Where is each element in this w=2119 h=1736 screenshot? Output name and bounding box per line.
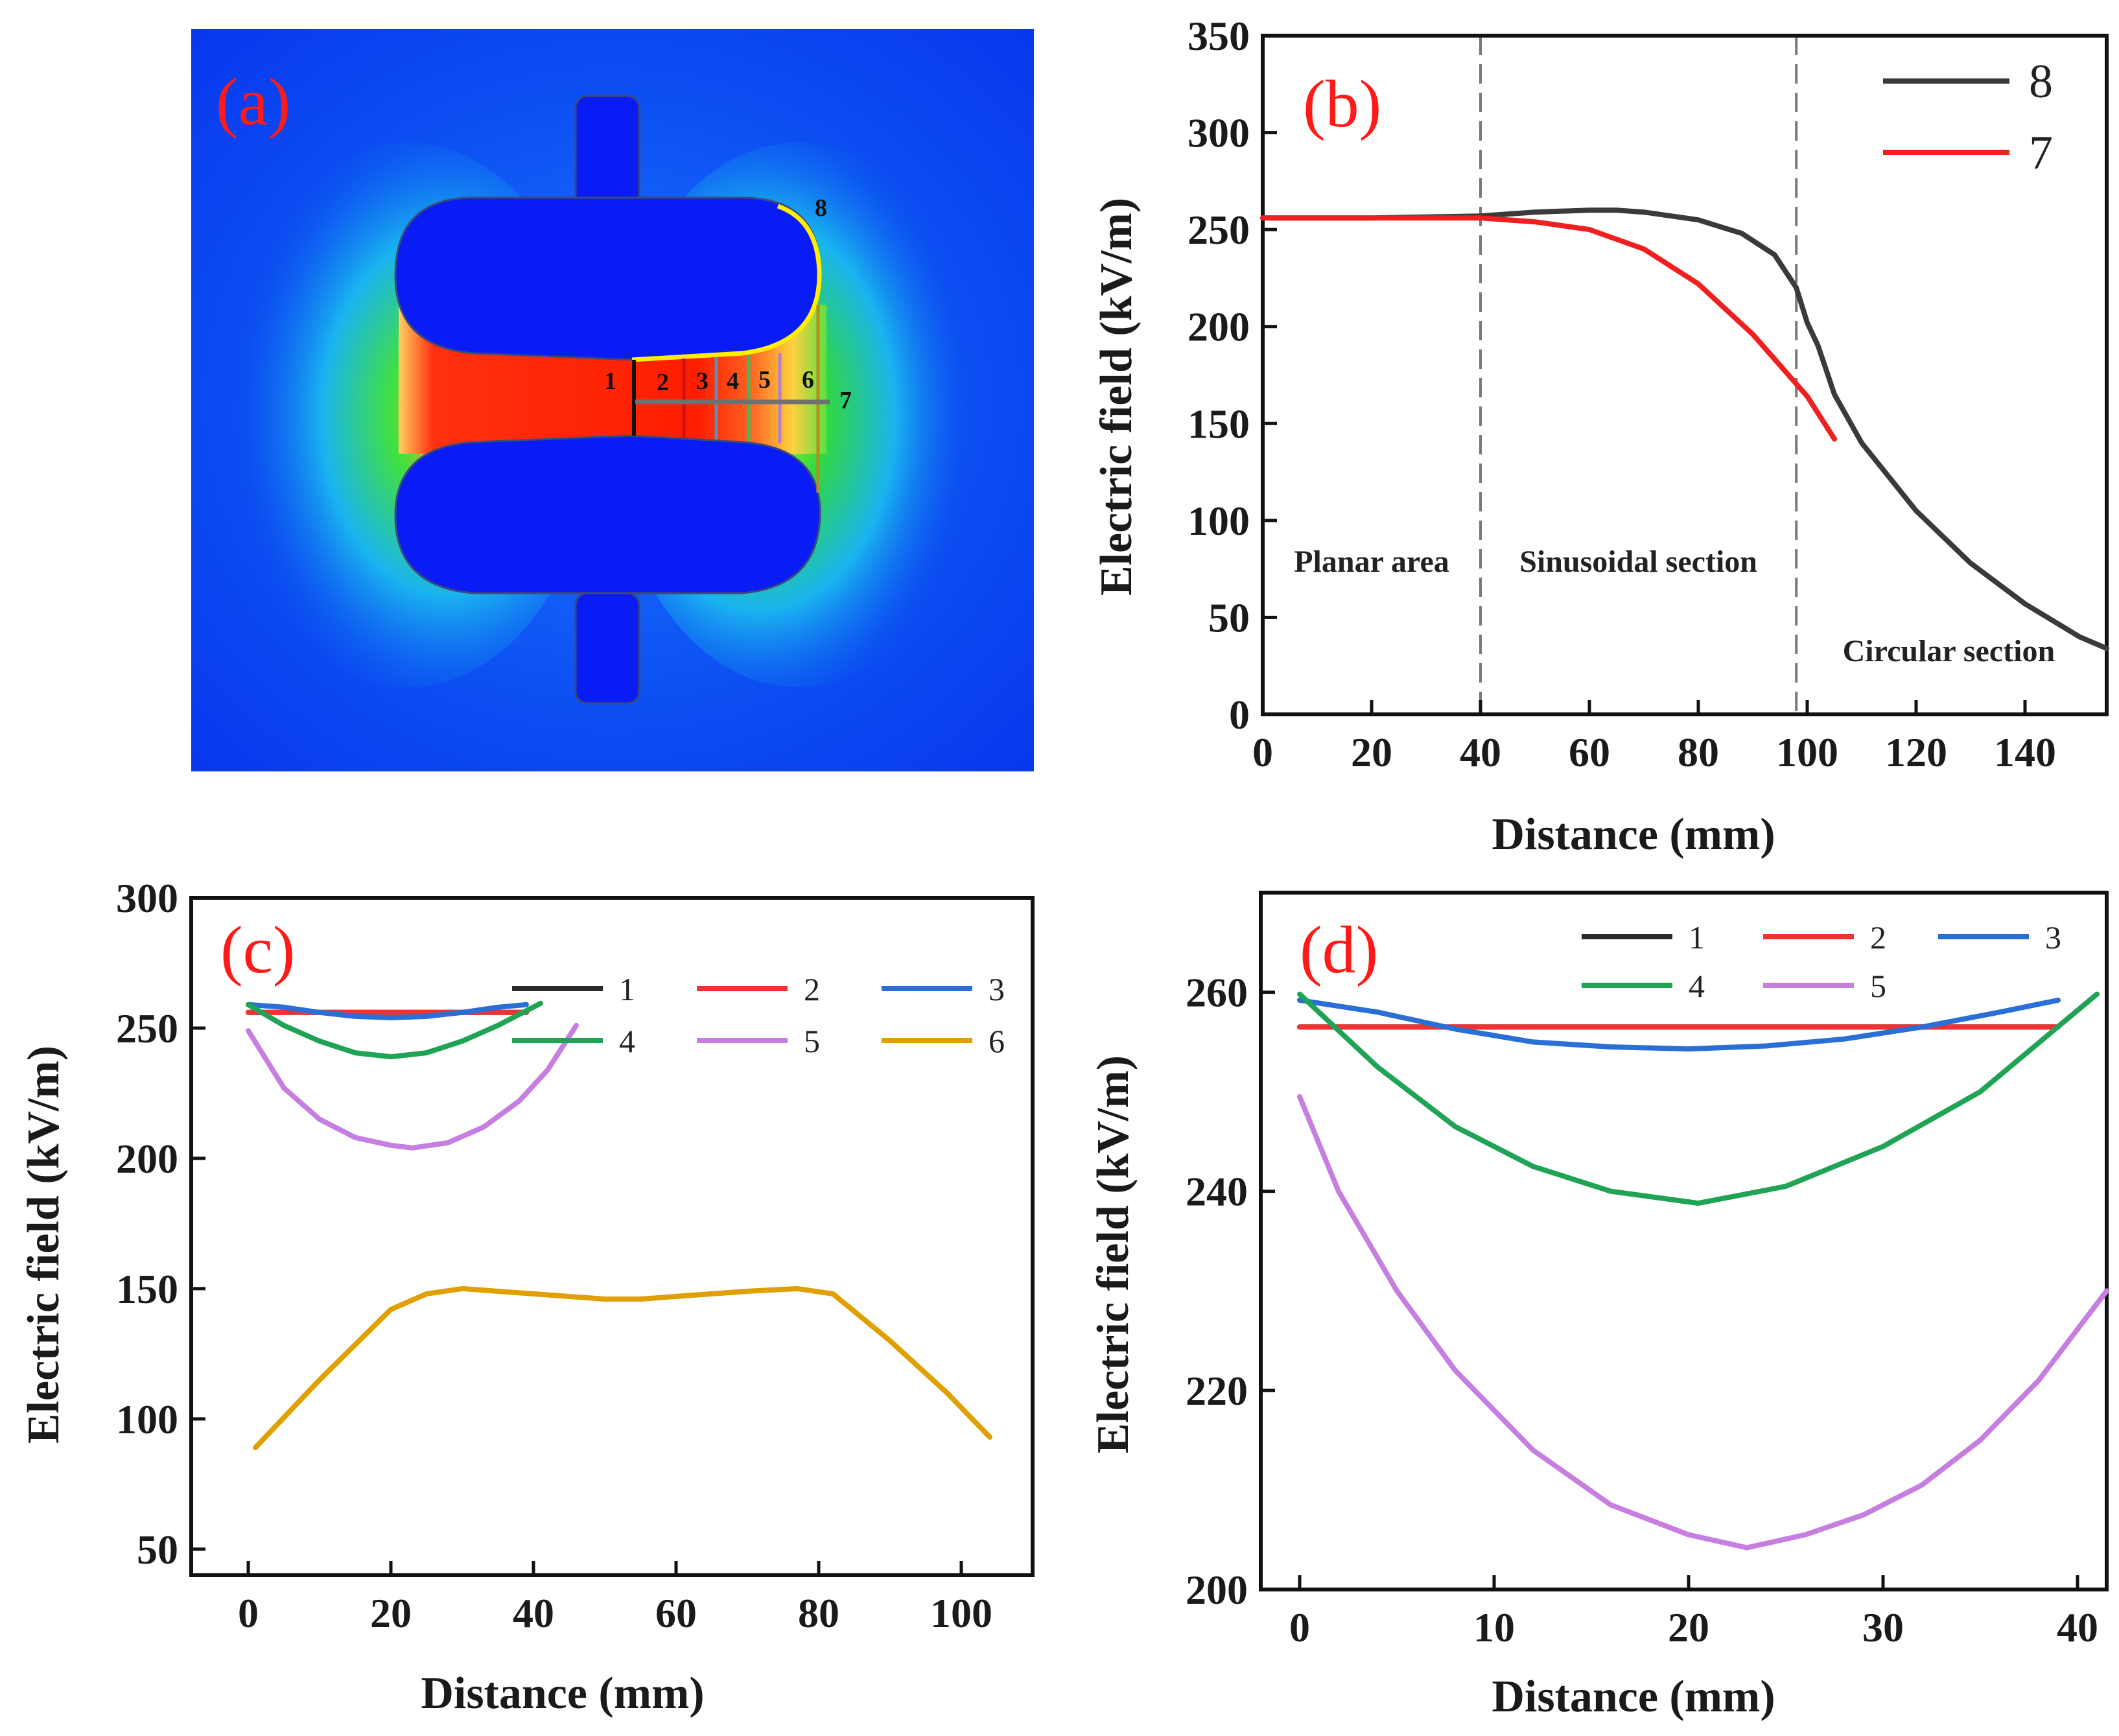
panel-letter-a: (a) xyxy=(216,65,290,139)
profile-line-8 xyxy=(631,204,822,362)
y-tick-label: 100 xyxy=(1188,498,1250,544)
y-tick-label: 200 xyxy=(1186,1567,1248,1613)
y-tick-label: 200 xyxy=(1188,304,1250,350)
x-tick-label: 20 xyxy=(1351,729,1392,775)
region-label-circular: Circular section xyxy=(1843,634,2055,668)
y-tick-label: 200 xyxy=(116,1136,178,1182)
legend-label-5: 5 xyxy=(1870,968,1886,1004)
support-rod-bottom xyxy=(574,592,640,705)
series-line-5 xyxy=(1297,1094,2109,1551)
y-axis-title-c: Electric field (kV/m) xyxy=(19,1046,69,1444)
legend-label-3: 3 xyxy=(989,971,1005,1007)
line-label-5: 5 xyxy=(758,366,771,393)
line-label-7: 7 xyxy=(839,387,852,414)
legend-label-2: 2 xyxy=(1870,919,1886,956)
line-label-2: 2 xyxy=(657,369,669,396)
y-tick-label: 250 xyxy=(1188,207,1250,253)
series-line-4 xyxy=(1297,991,2100,1206)
y-tick-label: 150 xyxy=(116,1266,178,1312)
series-line-4 xyxy=(246,1000,543,1060)
plot-frame-d xyxy=(1259,891,2109,1591)
x-axis-title-d: Distance (mm) xyxy=(1492,1672,1775,1722)
plot-frame-b xyxy=(1261,34,2109,716)
y-tick-label: 260 xyxy=(1186,970,1248,1016)
x-tick-label: 40 xyxy=(2057,1604,2098,1650)
line-label-4: 4 xyxy=(727,368,739,395)
legend-label-8: 8 xyxy=(2029,55,2053,108)
series-line-3 xyxy=(246,1002,529,1020)
x-tick-label: 120 xyxy=(1885,729,1947,775)
x-tick-label: 80 xyxy=(798,1590,839,1636)
y-tick-label: 0 xyxy=(1229,692,1250,738)
line-label-8: 8 xyxy=(815,194,827,222)
electrode-lower xyxy=(394,434,821,594)
x-tick-label: 20 xyxy=(370,1590,412,1636)
legend-label-5: 5 xyxy=(804,1023,820,1059)
x-tick-label: 40 xyxy=(513,1590,554,1636)
y-tick-label: 100 xyxy=(116,1396,178,1442)
x-tick-label: 0 xyxy=(1252,729,1273,775)
y-tick-label: 350 xyxy=(1188,13,1250,59)
panel-b-chart: (b) Distance (mm) Electric field (kV/m) … xyxy=(1092,13,2109,860)
region-label-sinusoidal: Sinusoidal section xyxy=(1519,545,1757,579)
legend-label-1: 1 xyxy=(1689,919,1705,956)
y-axis-title-b: Electric field (kV/m) xyxy=(1092,198,1141,596)
support-rod-top xyxy=(574,95,640,211)
series-line-7 xyxy=(1260,215,1837,442)
x-axis-title-b: Distance (mm) xyxy=(1492,810,1775,860)
panel-d-chart: (d) Distance (mm) Electric field (kV/m) … xyxy=(1088,891,2109,1722)
x-axis-title-c: Distance (mm) xyxy=(421,1669,704,1718)
x-tick-label: 20 xyxy=(1668,1604,1709,1650)
x-tick-label: 0 xyxy=(1289,1604,1310,1650)
legend-label-3: 3 xyxy=(2045,919,2061,956)
series-line-5 xyxy=(246,1022,579,1151)
electrode-upper xyxy=(394,196,821,361)
line-label-3: 3 xyxy=(696,368,708,395)
y-tick-label: 50 xyxy=(1208,594,1250,640)
series-line-6 xyxy=(253,1285,992,1451)
legend-label-1: 1 xyxy=(619,971,635,1007)
legend-label-4: 4 xyxy=(1689,968,1705,1004)
legend-label-7: 7 xyxy=(2029,126,2053,180)
x-tick-label: 100 xyxy=(1776,729,1838,775)
y-tick-label: 300 xyxy=(116,875,178,921)
y-axis-title-d: Electric field (kV/m) xyxy=(1088,1055,1138,1453)
x-tick-label: 0 xyxy=(238,1590,259,1636)
x-tick-label: 100 xyxy=(930,1590,992,1636)
x-tick-label: 60 xyxy=(1569,729,1610,775)
y-tick-label: 150 xyxy=(1188,401,1250,447)
panel-letter-d: (d) xyxy=(1300,913,1378,987)
y-tick-label: 300 xyxy=(1188,110,1250,156)
plot-frame-c xyxy=(189,896,1035,1577)
y-tick-label: 50 xyxy=(137,1527,178,1573)
line-label-1: 1 xyxy=(604,368,616,395)
x-tick-label: 40 xyxy=(1460,729,1501,775)
panel-letter-b: (b) xyxy=(1303,67,1381,141)
y-tick-label: 240 xyxy=(1186,1169,1248,1215)
panel-a: (a) 1 2 3 4 5 6 7 8 xyxy=(191,29,1034,771)
x-tick-label: 60 xyxy=(655,1590,697,1636)
legend-label-6: 6 xyxy=(989,1023,1005,1059)
y-tick-label: 220 xyxy=(1186,1368,1248,1414)
series-line-8 xyxy=(1260,207,2109,651)
line-label-6: 6 xyxy=(802,366,814,393)
x-tick-label: 30 xyxy=(1862,1604,1904,1650)
legend-label-4: 4 xyxy=(619,1023,635,1059)
series-line-3 xyxy=(1297,997,2061,1052)
y-tick-label: 250 xyxy=(116,1005,178,1051)
x-tick-label: 80 xyxy=(1678,729,1719,775)
panel-letter-c: (c) xyxy=(220,913,295,987)
x-tick-label: 10 xyxy=(1473,1604,1515,1650)
region-label-planar: Planar area xyxy=(1294,545,1449,579)
x-tick-label: 140 xyxy=(1994,729,2056,775)
panel-c-chart: (c) Distance (mm) Electric field (kV/m) … xyxy=(19,875,1035,1718)
legend-label-2: 2 xyxy=(804,971,820,1007)
